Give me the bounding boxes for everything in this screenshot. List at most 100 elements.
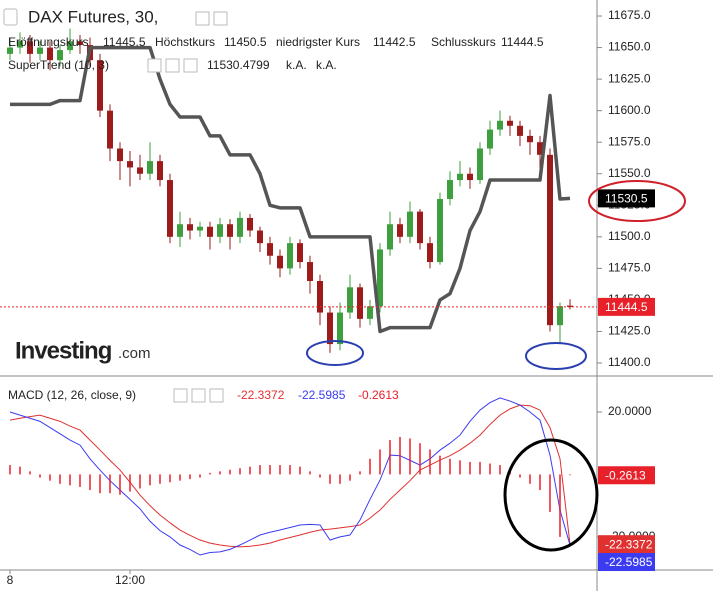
legend-value: 11444.5 [501,35,544,49]
y-tick-label: 11625.0 [608,71,651,85]
histogram-bar [39,474,41,478]
legend-value: k.A. [316,58,337,72]
annotation-ellipse [525,342,587,370]
legend-label: Eröffnungskurs [8,35,89,49]
histogram-bar [299,466,301,475]
histogram-bar [59,474,61,484]
candle-body [277,255,283,269]
y-tick-label: 11475.0 [608,261,651,275]
candle-body [397,224,403,237]
histogram-bar [379,449,381,475]
settings-icon[interactable] [191,388,206,403]
price-label-bg [598,189,655,208]
histogram-bar [529,474,531,484]
histogram-bar [69,474,71,486]
legend-value: -22.3372 [237,388,285,402]
close-icon[interactable] [209,388,224,403]
histogram-bar [129,474,131,492]
candle-body [217,224,223,237]
candle-body [317,280,323,313]
histogram-bar [469,461,471,475]
annotation-ellipse [588,180,686,222]
histogram-bar [439,455,441,475]
histogram-bar [159,474,161,484]
histogram-bar [139,474,141,489]
histogram-bar [99,474,101,494]
histogram-bar [349,474,351,481]
candle-body [367,306,373,319]
histogram-bar [549,474,551,512]
candle-body [527,135,533,143]
histogram-bar [569,474,571,476]
candle-body [507,120,513,126]
candle-body [417,211,423,244]
candle-body [57,50,63,61]
histogram-bar [409,438,411,475]
candle-body [287,243,293,269]
annotation-ellipse [503,438,599,552]
annotation-ellipse [306,340,364,366]
x-tick-label: 8 [7,573,14,587]
collapse-icon[interactable] [3,8,18,26]
histogram-bar [9,465,11,475]
indicator-title: MACD (12, 26, close, 9) [8,388,136,402]
histogram-bar [449,458,451,475]
visibility-icon[interactable] [195,11,210,26]
histogram-bar [79,474,81,487]
candle-body [257,230,263,244]
histogram-bar [259,465,261,475]
candle-body [147,161,153,174]
histogram-bar [309,471,311,475]
price-label-bg [598,553,655,572]
candle-body [7,47,13,54]
watermark-suffix: .com [118,345,151,362]
candle-body [27,41,33,54]
legend-label: SuperTrend (10, 3) [8,58,109,72]
candle-body [297,243,303,263]
histogram-bar [109,474,111,494]
settings-icon[interactable] [213,11,228,26]
legend-value: 11450.5 [224,35,267,49]
histogram-bar [239,468,241,475]
histogram-bar [289,465,291,475]
y-tick-label: 11550.0 [608,166,651,180]
overlay: DAX Futures, 30, Eröffnungskurs 11445.5 … [3,7,686,552]
settings-icon[interactable] [165,58,180,73]
legend-label: Höchstkurs [155,35,215,49]
histogram-bar [89,474,91,491]
histogram-bar [499,465,501,475]
price-label: -0.2613 [605,468,646,482]
histogram-bar [19,466,21,475]
candle-body [97,60,103,111]
candle-body [237,217,243,237]
histogram-bar [399,436,401,475]
candle-body [567,305,573,307]
legend-value: 11442.5 [373,35,416,49]
close-icon[interactable] [183,58,198,73]
candle-body [47,47,53,61]
candle-body [337,312,343,345]
y-tick-label: 11675.0 [608,8,651,22]
candle-body [537,142,543,155]
histogram-bar [429,449,431,475]
histogram-bar [369,458,371,475]
candle-body [77,41,83,46]
candle-body [447,180,453,199]
histogram-bar [269,465,271,475]
candle-body [387,224,393,250]
candle-body [497,120,503,130]
candle-body [487,129,493,149]
visibility-icon[interactable] [147,58,162,73]
candle-body [267,243,273,256]
histogram-bar [459,460,461,475]
histogram-bar [249,466,251,475]
histogram-bar [199,474,201,478]
candle-body [357,287,363,319]
histogram-bar [279,465,281,475]
visibility-icon[interactable] [173,388,188,403]
price-label: -22.5985 [605,555,653,569]
histogram-bar [229,469,231,475]
y-tick-label: 11500.0 [608,229,651,243]
candle-body [407,211,413,237]
